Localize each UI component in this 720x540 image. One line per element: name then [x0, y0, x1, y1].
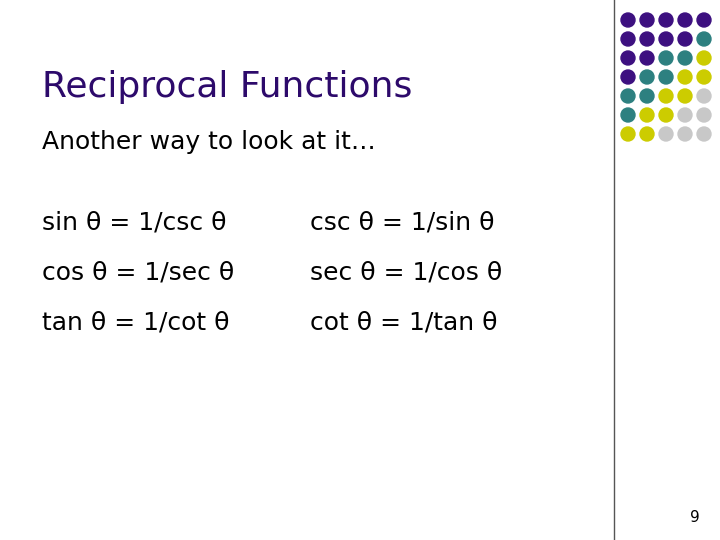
- Circle shape: [697, 13, 711, 27]
- Circle shape: [678, 108, 692, 122]
- Circle shape: [640, 32, 654, 46]
- Circle shape: [697, 108, 711, 122]
- Circle shape: [640, 89, 654, 103]
- Text: Another way to look at it…: Another way to look at it…: [42, 130, 376, 154]
- Circle shape: [659, 89, 673, 103]
- Circle shape: [621, 89, 635, 103]
- Circle shape: [697, 127, 711, 141]
- Text: cos θ = 1/sec θ: cos θ = 1/sec θ: [42, 260, 234, 284]
- Circle shape: [697, 32, 711, 46]
- Circle shape: [640, 13, 654, 27]
- Text: tan θ = 1/cot θ: tan θ = 1/cot θ: [42, 310, 230, 334]
- Circle shape: [659, 32, 673, 46]
- Circle shape: [697, 70, 711, 84]
- Circle shape: [659, 13, 673, 27]
- Circle shape: [678, 89, 692, 103]
- Circle shape: [678, 13, 692, 27]
- Text: Reciprocal Functions: Reciprocal Functions: [42, 70, 413, 104]
- Circle shape: [659, 70, 673, 84]
- Circle shape: [678, 32, 692, 46]
- Circle shape: [659, 127, 673, 141]
- Circle shape: [640, 108, 654, 122]
- Circle shape: [697, 89, 711, 103]
- Circle shape: [621, 13, 635, 27]
- Text: cot θ = 1/tan θ: cot θ = 1/tan θ: [310, 310, 498, 334]
- Circle shape: [678, 51, 692, 65]
- Circle shape: [621, 32, 635, 46]
- Text: sec θ = 1/cos θ: sec θ = 1/cos θ: [310, 260, 503, 284]
- Text: csc θ = 1/sin θ: csc θ = 1/sin θ: [310, 210, 495, 234]
- Circle shape: [640, 70, 654, 84]
- Circle shape: [678, 70, 692, 84]
- Circle shape: [621, 70, 635, 84]
- Circle shape: [678, 127, 692, 141]
- Circle shape: [621, 127, 635, 141]
- Circle shape: [621, 108, 635, 122]
- Circle shape: [697, 51, 711, 65]
- Circle shape: [621, 51, 635, 65]
- Circle shape: [659, 108, 673, 122]
- Circle shape: [640, 127, 654, 141]
- Text: sin θ = 1/csc θ: sin θ = 1/csc θ: [42, 210, 227, 234]
- Text: 9: 9: [690, 510, 700, 525]
- Circle shape: [640, 51, 654, 65]
- Circle shape: [659, 51, 673, 65]
